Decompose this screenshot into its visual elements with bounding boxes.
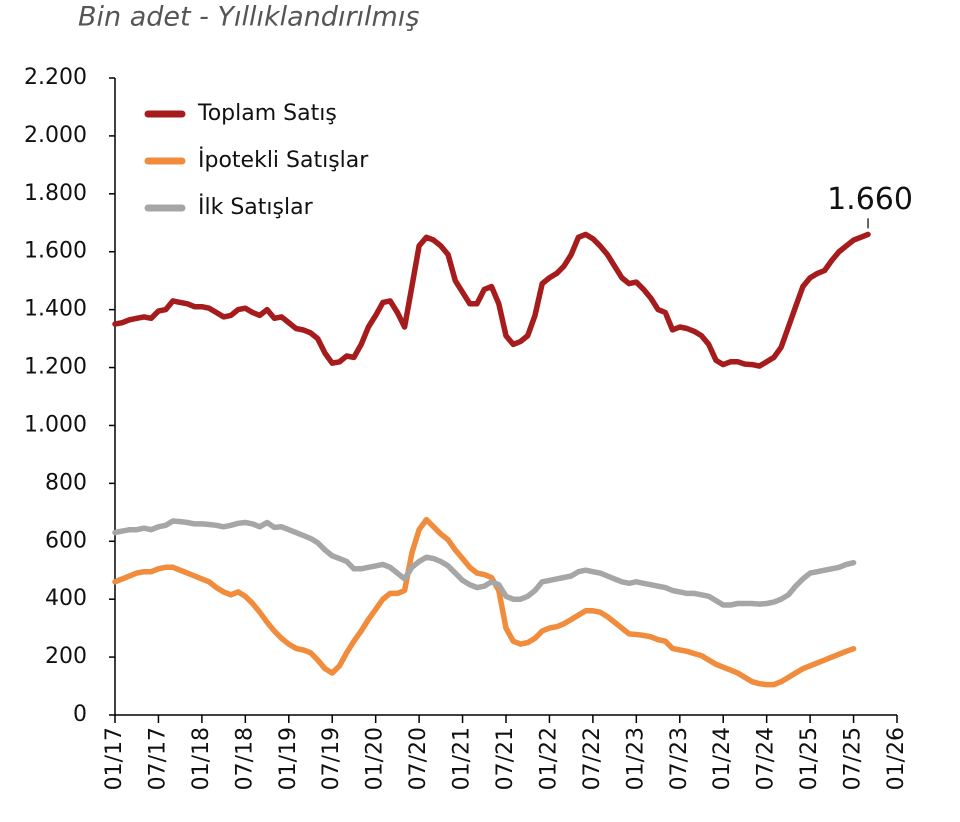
y-tick-label: 1.800 — [24, 181, 87, 206]
legend-label: İpotekli Satışlar — [198, 147, 369, 173]
x-tick-label: 07/20 — [406, 727, 431, 790]
x-tick-label: 07/21 — [493, 727, 518, 790]
x-tick-label: 01/20 — [363, 727, 388, 790]
x-tick-label: 01/21 — [450, 727, 475, 790]
data-label: 1.660 — [827, 182, 913, 217]
series-line — [112, 231, 871, 369]
y-tick-label: 200 — [45, 644, 87, 669]
y-tick-label: 1.400 — [24, 297, 87, 322]
x-tick-label: 01/22 — [536, 727, 561, 790]
y-tick-label: 2.000 — [24, 123, 87, 148]
y-tick-label: 1.600 — [24, 239, 87, 264]
x-tick-label: 07/17 — [145, 727, 170, 790]
x-tick-label: 07/25 — [841, 727, 866, 790]
x-tick-label: 01/19 — [276, 727, 301, 790]
x-tick-label: 07/19 — [319, 727, 344, 790]
chart-title: Bin adet - Yıllıklandırılmış — [78, 2, 419, 33]
x-tick-label: 01/18 — [189, 727, 214, 790]
x-tick-label: 07/24 — [754, 727, 779, 790]
x-tick-label: 01/26 — [884, 727, 909, 790]
x-tick-label: 01/23 — [623, 727, 648, 790]
x-tick-label: 07/22 — [580, 727, 605, 790]
x-tick-label: 01/25 — [797, 727, 822, 790]
x-tick-label: 01/17 — [102, 727, 127, 790]
y-tick-label: 800 — [45, 470, 87, 495]
legend-label: İlk Satışlar — [198, 194, 314, 220]
series-line — [112, 518, 857, 608]
x-tick-label: 07/18 — [232, 727, 257, 790]
legend-label: Toplam Satış — [197, 101, 337, 126]
y-tick-label: 1.200 — [24, 355, 87, 380]
series-line — [112, 516, 857, 688]
y-tick-label: 2.200 — [24, 65, 87, 90]
y-tick-label: 1.000 — [24, 412, 87, 437]
y-tick-label: 600 — [45, 528, 87, 553]
x-tick-label: 07/23 — [667, 727, 692, 790]
y-tick-label: 0 — [73, 702, 87, 727]
x-tick-label: 01/24 — [710, 727, 735, 790]
y-tick-label: 400 — [45, 586, 87, 611]
